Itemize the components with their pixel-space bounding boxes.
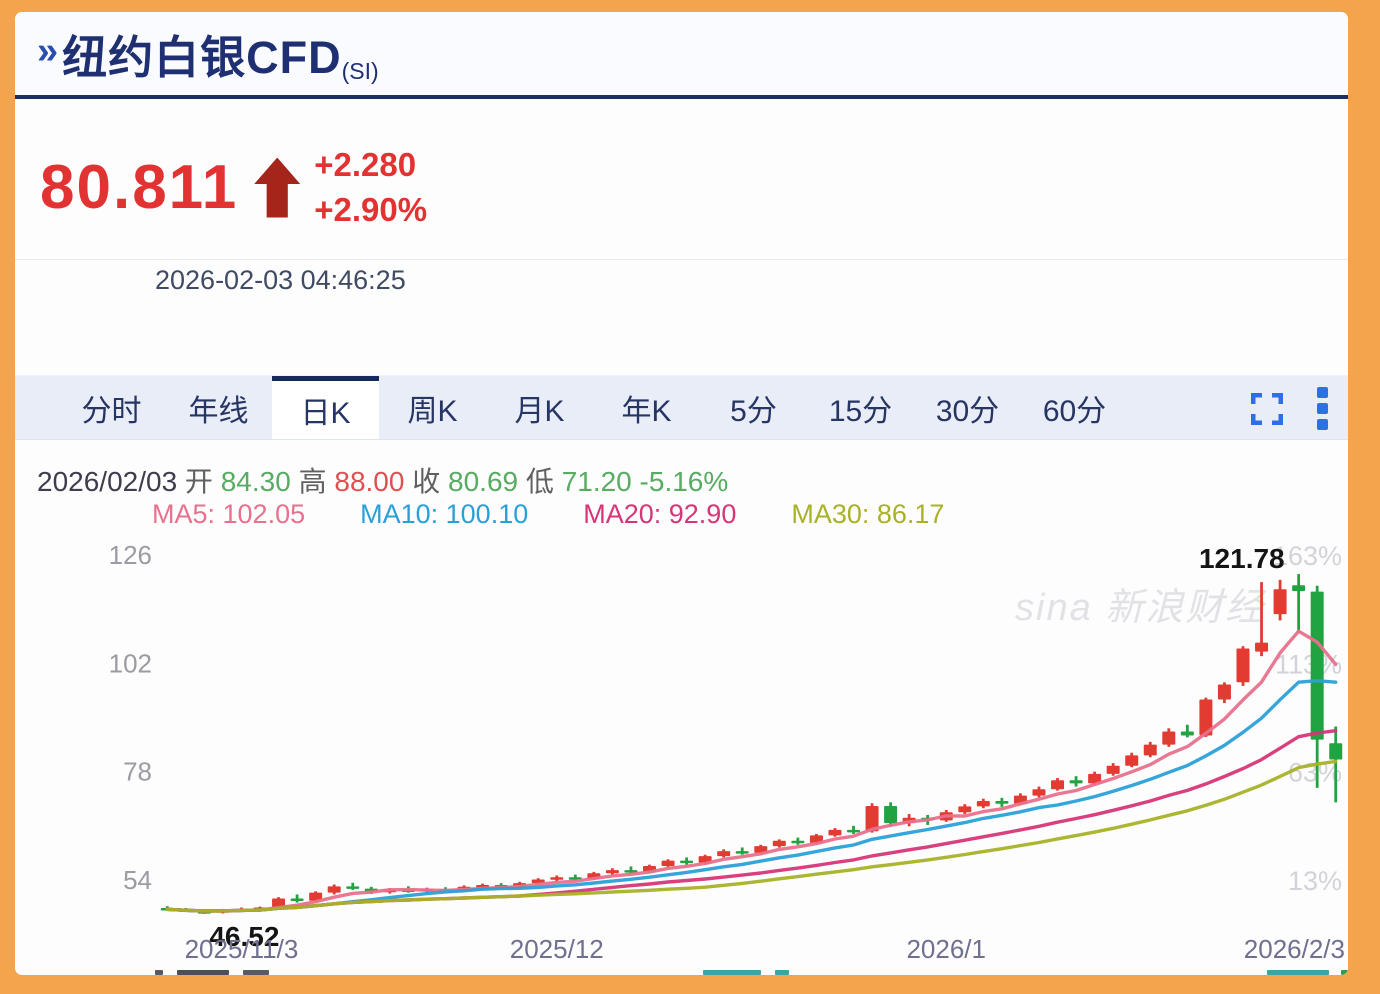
svg-text:78: 78	[123, 757, 152, 787]
high-label: 高	[298, 466, 327, 497]
candlestick-chart[interactable]: sina 新浪财经 163% 113% 63% 13% 126 102 78 54 121.78 4…	[15, 512, 1348, 972]
tab-15分[interactable]: 15分	[828, 394, 893, 428]
close-value: 80.69	[448, 466, 519, 497]
ma-legend-item-ma5: MA5: 102.05	[152, 499, 306, 529]
period-tabs: 分时 年线 日K 周K 月K 年K 5分 15分 30分 60分	[15, 375, 1348, 440]
ohlc-info-row: 2026/02/03 开 84.30 高 88.00 收 80.69 低 71.…	[37, 460, 728, 500]
tab-年线[interactable]: 年线	[188, 394, 249, 428]
divider	[15, 259, 1348, 260]
low-value: 71.20	[561, 466, 632, 497]
up-arrow-icon	[254, 157, 301, 218]
quote-timestamp: 2026-02-03 04:46:25	[155, 265, 406, 295]
tab-周K[interactable]: 周K	[407, 394, 458, 428]
tab-5分[interactable]: 5分	[730, 394, 777, 428]
svg-text:102: 102	[109, 648, 152, 678]
svg-text:2026/1: 2026/1	[906, 934, 986, 964]
app-window: » 纽约白银CFD (SI) 80.811 +2.280 +2.90% 2026…	[15, 12, 1348, 975]
chevron-double-icon: »	[37, 30, 59, 72]
clipped-indicator-row	[15, 968, 1348, 975]
svg-text:2025/11/3: 2025/11/3	[185, 934, 299, 964]
last-price: 80.811	[40, 152, 239, 222]
open-label: 开	[184, 466, 213, 497]
tab-日K[interactable]: 日K	[272, 376, 379, 439]
ma-legend-item-ma10: MA10: 100.10	[360, 499, 529, 529]
price-change: +2.280	[314, 146, 417, 183]
quote-panel: 80.811 +2.280 +2.90% 2026-02-03 04:46:25	[15, 103, 1348, 303]
svg-text:2025/12: 2025/12	[510, 934, 604, 964]
low-label: 低	[525, 466, 554, 497]
svg-text:126: 126	[109, 540, 152, 570]
bar-date: 2026/02/03	[37, 466, 178, 497]
kebab-menu-icon[interactable]	[1317, 387, 1328, 430]
high-value: 88.00	[334, 466, 405, 497]
ma-legend: MA5: 102.05 MA10: 100.10 MA20: 92.90 MA30: …	[152, 499, 999, 530]
ma-legend-item-ma20: MA20: 92.90	[583, 499, 737, 529]
svg-text:sina 新浪财经: sina 新浪财经	[1015, 587, 1267, 629]
header: » 纽约白银CFD (SI)	[15, 12, 1348, 99]
svg-text:163%: 163%	[1273, 541, 1342, 571]
open-value: 84.30	[220, 466, 291, 497]
tab-60分[interactable]: 60分	[1042, 394, 1107, 428]
svg-text:113%: 113%	[1275, 649, 1342, 679]
svg-text:2026/2/3: 2026/2/3	[1244, 934, 1345, 964]
fullscreen-icon[interactable]	[1251, 392, 1283, 425]
svg-text:46.52: 46.52	[209, 921, 279, 952]
tab-分时[interactable]: 分时	[81, 394, 142, 428]
tab-30分[interactable]: 30分	[935, 394, 1000, 428]
svg-text:13%: 13%	[1288, 866, 1342, 896]
tab-年K[interactable]: 年K	[621, 394, 672, 428]
price-change-percent: +2.90%	[314, 190, 428, 228]
svg-text:121.78: 121.78	[1199, 543, 1285, 574]
symbol-code: (SI)	[341, 58, 379, 84]
bar-change-percent: -5.16%	[639, 466, 729, 497]
tab-月K[interactable]: 月K	[514, 394, 565, 428]
page-title: 纽约白银CFD	[62, 32, 342, 83]
svg-text:54: 54	[123, 865, 152, 895]
close-label: 收	[412, 466, 441, 497]
ma-legend-item-ma30: MA30: 86.17	[791, 499, 945, 529]
